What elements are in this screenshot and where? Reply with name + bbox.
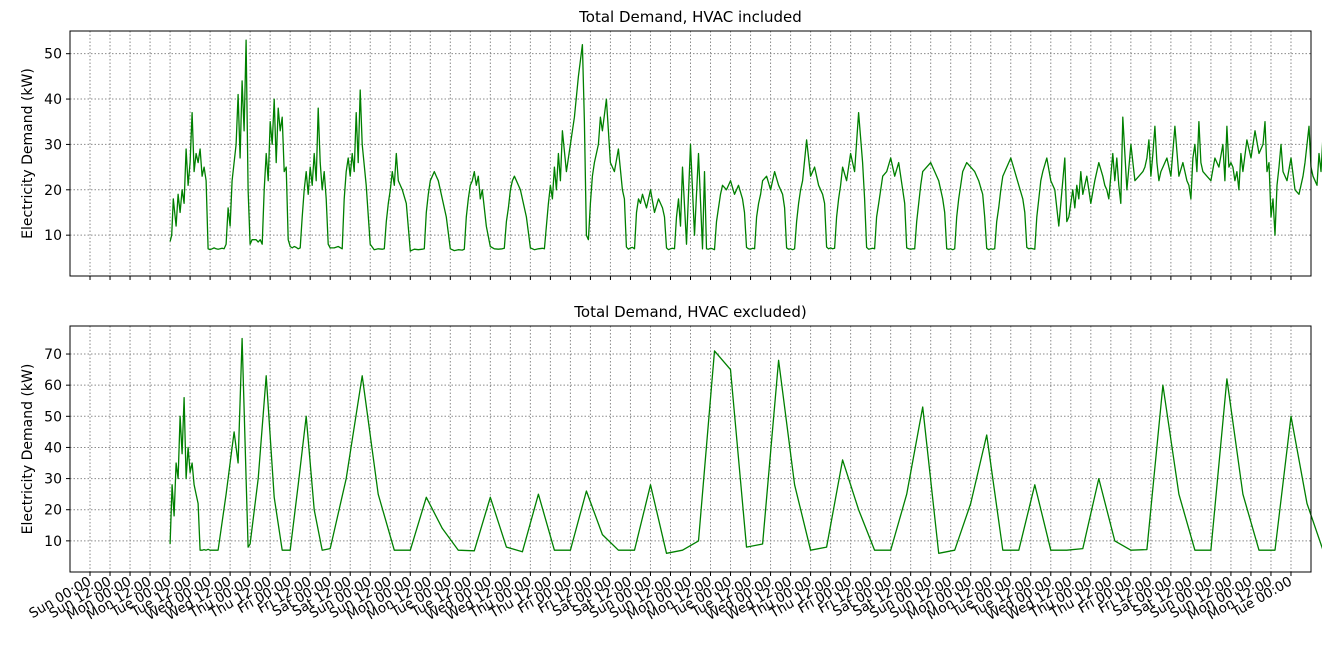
y-tick-label: 50 bbox=[44, 47, 62, 63]
demand-series-line bbox=[169, 39, 1322, 252]
axes-frame bbox=[69, 325, 1312, 573]
y-tick-label: 20 bbox=[44, 183, 62, 199]
y-tick-label: 20 bbox=[44, 503, 62, 519]
chart-panel-1: 10 20 30 40 50 Total Demand, HVAC included Ele… bbox=[20, 8, 1322, 280]
chart-panel-2: 10 20 30 40 50 60 70 Total Demand, HVAC exclude… bbox=[20, 303, 1322, 576]
y-axis-label: Electricity Demand (kW) bbox=[20, 68, 36, 239]
y-tick-label: 60 bbox=[44, 378, 62, 394]
demand-series-line bbox=[169, 337, 1322, 554]
y-axis-label: Electricity Demand (kW) bbox=[20, 364, 36, 535]
chart-title: Total Demand, HVAC excluded) bbox=[573, 303, 806, 321]
chart-title: Total Demand, HVAC included bbox=[578, 8, 802, 26]
y-tick-label: 50 bbox=[44, 409, 62, 425]
y-tick-label: 40 bbox=[44, 440, 62, 456]
y-tick-label: 40 bbox=[44, 92, 62, 108]
y-tick-label: 70 bbox=[44, 347, 62, 363]
y-tick-label: 30 bbox=[44, 137, 62, 153]
y-tick-label: 30 bbox=[44, 472, 62, 488]
y-tick-label: 10 bbox=[44, 228, 62, 244]
axes-frame bbox=[69, 30, 1312, 277]
y-tick-label: 10 bbox=[44, 534, 62, 550]
